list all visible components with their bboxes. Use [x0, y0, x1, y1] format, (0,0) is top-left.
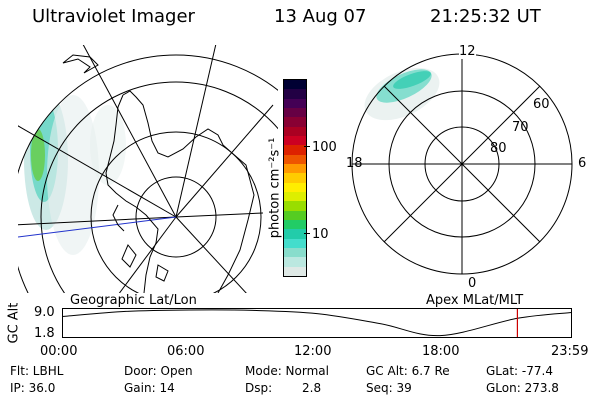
right-map-caption: Apex MLat/MLT	[426, 293, 524, 308]
ip-label: IP: 36.0	[10, 381, 56, 395]
gain-label: Gain: 14	[124, 381, 175, 395]
colorbar-segment	[284, 247, 306, 258]
plot-frame	[62, 308, 572, 338]
mode-label: Mode: Normal	[245, 364, 329, 378]
mlat-label-80: 80	[490, 141, 507, 156]
altitude-line	[62, 309, 572, 337]
timeline-xtick-2359: 23:59	[551, 344, 589, 359]
colorbar-tick-100: 100	[312, 140, 337, 155]
geographic-map	[18, 45, 278, 293]
mlat-label-60: 60	[533, 97, 550, 112]
observer-line	[18, 216, 177, 238]
mlt-label-0: 0	[468, 276, 477, 291]
colorbar-segment	[284, 80, 306, 90]
colorbar-tick-10: 10	[312, 227, 329, 242]
colorbar-segment	[284, 219, 306, 230]
timeline-xtick-0600: 06:00	[167, 344, 205, 359]
timeline-xtick-1200: 12:00	[294, 344, 332, 359]
colorbar-tick-mark	[304, 146, 310, 147]
timeline-xtick-1800: 18:00	[422, 344, 460, 359]
mlat-label-70: 70	[512, 120, 529, 135]
colorbar-segment	[284, 154, 306, 164]
colorbar-segment	[284, 201, 306, 211]
apex-polar-map	[351, 53, 573, 275]
colorbar-segment	[284, 117, 306, 127]
seq-label: Seq: 39	[366, 381, 412, 395]
dsp-label: Dsp:	[245, 381, 273, 395]
colorbar-segment	[284, 98, 306, 108]
gc-alt-label: GC Alt: 6.7 Re	[366, 364, 450, 378]
glat-label: GLat: -77.4	[486, 364, 553, 378]
glon-label: GLon: 273.8	[486, 381, 559, 395]
mlt-label-12: 12	[459, 44, 476, 59]
dsp-value: 2.8	[302, 381, 322, 395]
colorbar-segment	[284, 182, 306, 192]
door-label: Door: Open	[124, 364, 193, 378]
instrument-title: Ultraviolet Imager	[32, 6, 195, 27]
colorbar-unit-label: photon cm⁻²s⁻¹	[267, 137, 283, 239]
left-map-caption: Geographic Lat/Lon	[70, 293, 197, 308]
colorbar-segment	[284, 238, 306, 248]
timeline-xtick-0000: 00:00	[40, 344, 78, 359]
timeline-ytick-bottom: 1.8	[34, 326, 55, 341]
colorbar-segment	[284, 173, 306, 183]
time-label: 21:25:32 UT	[430, 6, 541, 27]
orbit-altitude-plot	[62, 308, 572, 338]
timeline-ytick-top: 9.0	[34, 305, 55, 320]
timeline-ylabel: GC Alt	[6, 302, 22, 344]
colorbar-segment	[284, 229, 306, 239]
colorbar-segment	[284, 145, 306, 155]
colorbar	[283, 79, 307, 277]
colorbar-segment	[284, 135, 306, 146]
mlt-label-6: 6	[578, 156, 587, 171]
date-label: 13 Aug 07	[274, 6, 367, 27]
colorbar-segment	[284, 257, 306, 267]
colorbar-segment	[284, 107, 306, 118]
mlt-label-18: 18	[346, 156, 363, 171]
colorbar-segment	[284, 89, 306, 99]
colorbar-segment	[284, 210, 306, 220]
colorbar-tick-mark	[304, 233, 310, 234]
colorbar-segment	[284, 163, 306, 174]
aurora-emission-right	[364, 67, 440, 121]
colorbar-segment	[284, 266, 306, 276]
filter-label: Flt: LBHL	[10, 364, 64, 378]
coastlines	[62, 54, 255, 293]
colorbar-segment	[284, 191, 306, 202]
colorbar-segment	[284, 126, 306, 136]
